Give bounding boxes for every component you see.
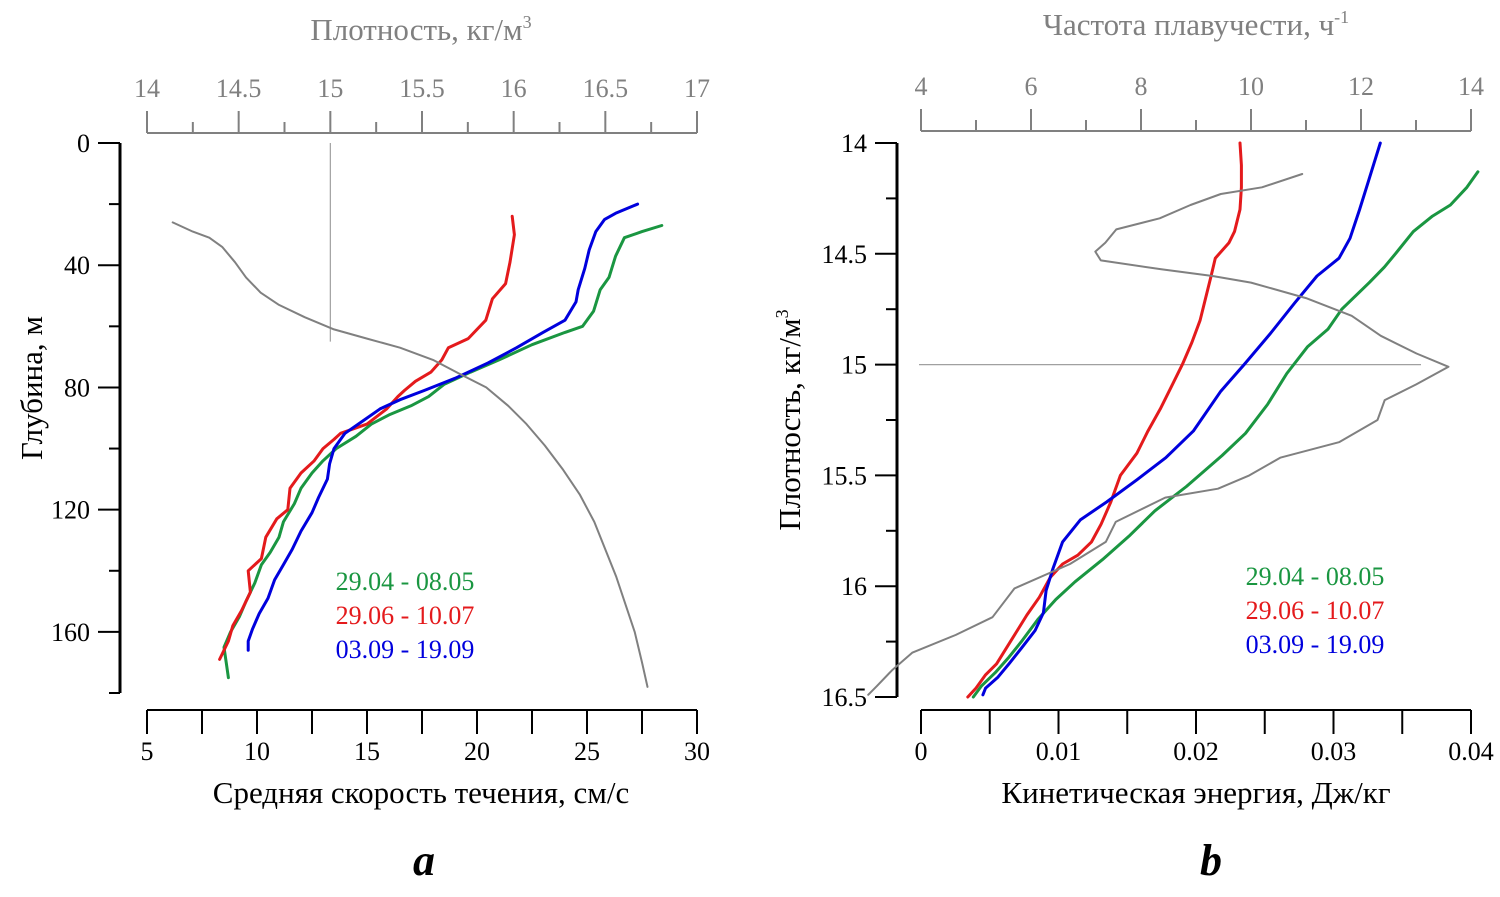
panel-b-top-axis: 4 6 8 10 12 14 — [915, 72, 1484, 132]
bottom-axis-tick-label: 10 — [244, 737, 270, 766]
bottom-axis-tick-label: 0 — [915, 737, 928, 766]
top-axis-tick-label: 16 — [501, 74, 527, 103]
bottom-axis-tick-label: 15 — [354, 737, 380, 766]
panel-b-x-axis-title: Кинетическая энергия, Дж/кг — [1001, 775, 1390, 810]
top-axis-tick-label: 15.5 — [399, 74, 445, 103]
top-axis-tick-label: 14 — [134, 74, 160, 103]
left-axis-tick-label: 14.5 — [822, 240, 868, 269]
legend-entry: 03.09 - 19.09 — [336, 635, 475, 664]
panel-a-x-axis-title: Средняя скорость течения, см/с — [213, 775, 629, 810]
panel-b-y-axis-title: Плотность, кг/м3 — [772, 309, 807, 530]
legend-entry: 29.04 - 08.05 — [336, 567, 475, 596]
panel-b: Частота плавучести, ч-1 4 6 8 10 12 14 14 14.5… — [772, 7, 1494, 885]
bottom-axis-tick-label: 25 — [574, 737, 600, 766]
panel-a-plot-area — [171, 143, 664, 688]
top-axis-tick-label: 14 — [1458, 72, 1484, 101]
series-line-1 — [971, 170, 1480, 699]
legend-entry: 29.04 - 08.05 — [1246, 562, 1385, 591]
panel-a-top-axis: 14 14.5 15 15.5 16 16.5 17 — [134, 74, 710, 134]
top-axis-tick-label: 15 — [317, 74, 343, 103]
panel-a-label: a — [413, 836, 435, 885]
panel-a-y-axis-title: Глубина, м — [14, 316, 49, 460]
left-axis-tick-label: 80 — [64, 373, 90, 402]
legend-entry: 29.06 - 10.07 — [1246, 596, 1385, 625]
left-axis-tick-label: 15 — [841, 351, 867, 380]
bottom-axis-tick-label: 20 — [464, 737, 490, 766]
bottom-axis-tick-label: 0.04 — [1448, 737, 1494, 766]
series-line-3 — [246, 202, 640, 652]
legend-entry: 29.06 - 10.07 — [336, 601, 475, 630]
panel-b-left-axis: 14 14.5 15 15.5 16 16.5 — [822, 129, 899, 712]
top-axis-tick-label: 4 — [915, 72, 928, 101]
panel-b-legend: 29.04 - 08.05 29.06 - 10.07 03.09 - 19.09 — [1246, 562, 1385, 659]
series-line-2 — [218, 214, 516, 661]
panel-b-label: b — [1200, 836, 1222, 885]
panel-a-bottom-axis: 5 10 15 20 25 30 — [141, 709, 710, 766]
panel-a: Плотность, кг/м3 14 14.5 15 15.5 16 16.5 17 0 4… — [14, 12, 710, 885]
left-axis-tick-label: 16.5 — [822, 683, 868, 712]
top-axis-tick-label: 17 — [684, 74, 710, 103]
series-line-2 — [966, 141, 1243, 699]
left-axis-tick-label: 16 — [841, 572, 867, 601]
left-axis-tick-label: 15.5 — [822, 461, 868, 490]
panel-b-plot-area — [867, 141, 1480, 699]
bottom-axis-tick-label: 30 — [684, 737, 710, 766]
top-axis-tick-label: 12 — [1348, 72, 1374, 101]
bottom-axis-tick-label: 0.02 — [1173, 737, 1219, 766]
left-axis-tick-label: 14 — [841, 129, 867, 158]
bottom-axis-tick-label: 0.01 — [1036, 737, 1082, 766]
panel-a-top-axis-title: Плотность, кг/м3 — [310, 12, 531, 47]
left-axis-tick-label: 0 — [77, 129, 90, 158]
top-axis-tick-label: 14.5 — [216, 74, 262, 103]
panel-b-bottom-axis: 0 0.01 0.02 0.03 0.04 — [915, 709, 1494, 766]
top-axis-tick-label: 8 — [1135, 72, 1148, 101]
legend-entry: 03.09 - 19.09 — [1246, 630, 1385, 659]
bottom-axis-tick-label: 5 — [141, 737, 154, 766]
top-axis-tick-label: 6 — [1025, 72, 1038, 101]
panel-a-legend: 29.04 - 08.05 29.06 - 10.07 03.09 - 19.09 — [336, 567, 475, 664]
panel-b-top-axis-title: Частота плавучести, ч-1 — [1043, 7, 1349, 42]
series-line-profile — [867, 173, 1450, 696]
left-axis-tick-label: 160 — [51, 618, 90, 647]
panel-a-left-axis: 0 40 80 120 160 — [51, 129, 122, 694]
left-axis-tick-label: 40 — [64, 251, 90, 280]
top-axis-tick-label: 16.5 — [583, 74, 629, 103]
bottom-axis-tick-label: 0.03 — [1311, 737, 1357, 766]
series-line-profile — [171, 221, 649, 688]
series-line-3 — [981, 141, 1382, 697]
left-axis-tick-label: 120 — [51, 496, 90, 525]
top-axis-tick-label: 10 — [1238, 72, 1264, 101]
